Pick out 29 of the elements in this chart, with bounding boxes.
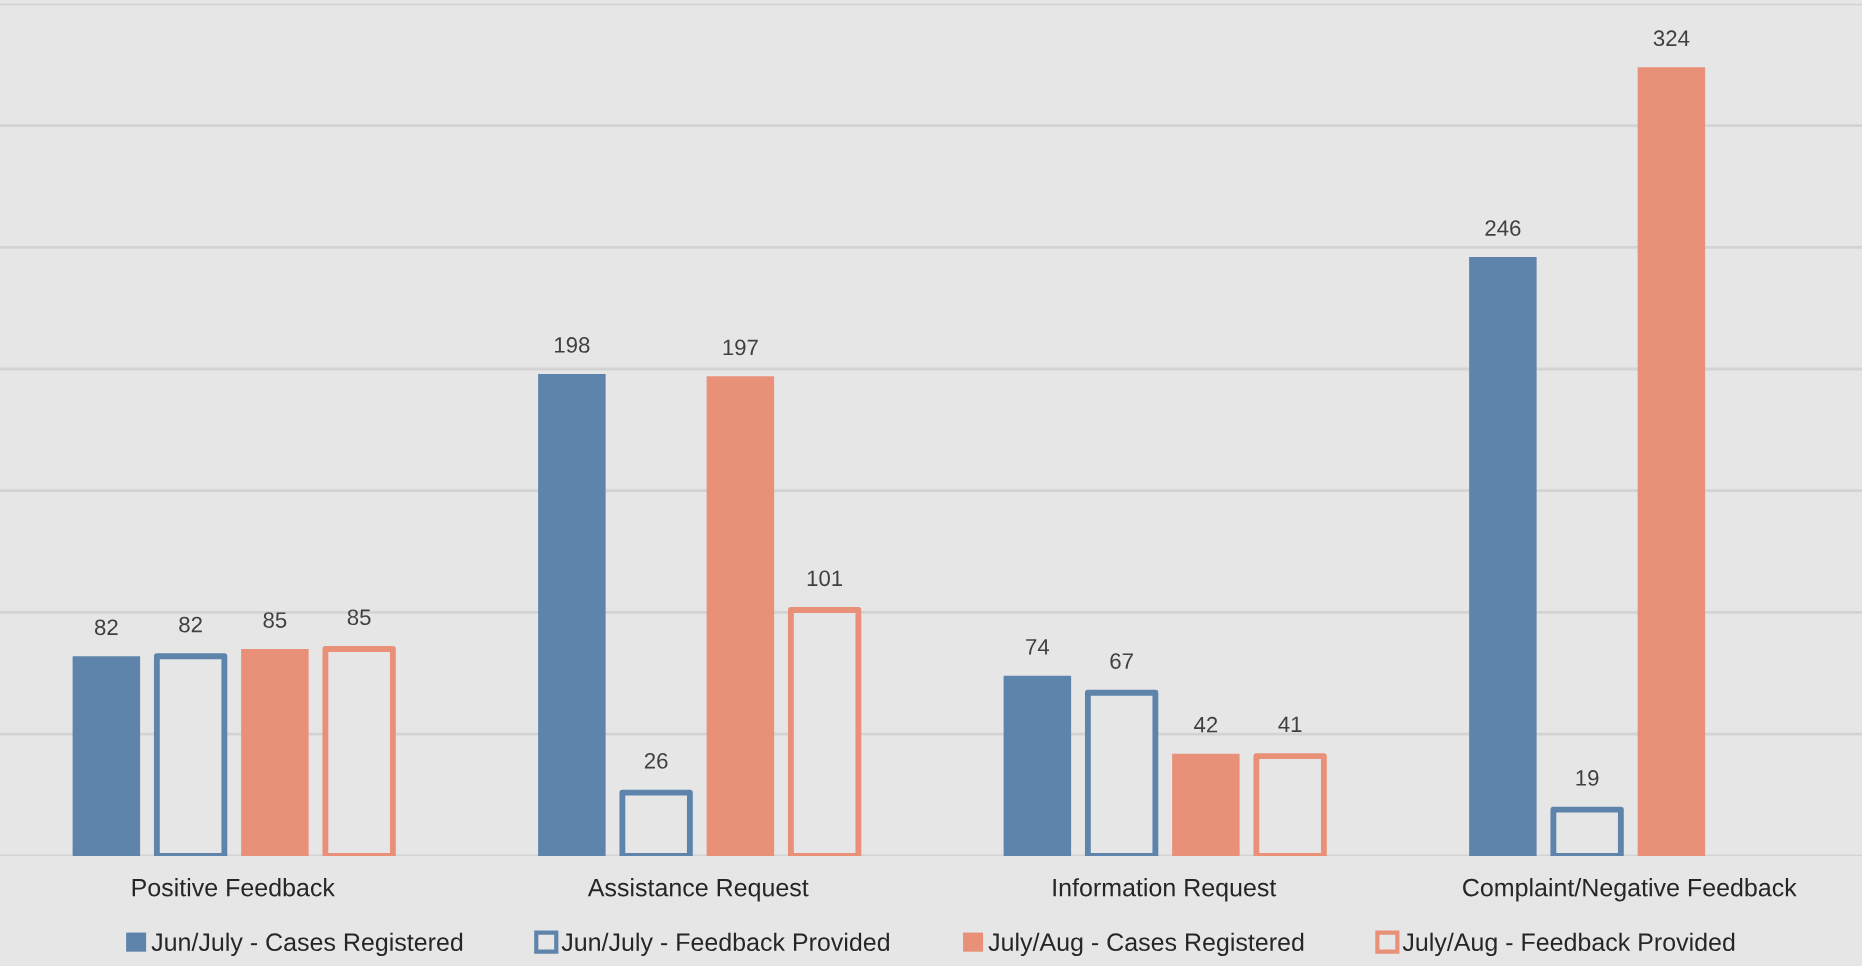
data-label: 197 — [723, 339, 758, 356]
bar — [1637, 67, 1706, 856]
data-label: 101 — [807, 570, 843, 587]
data-label: 246 — [1485, 220, 1521, 236]
data-label: 198 — [555, 337, 590, 353]
x-tick-label: Complaint/Negative Feedback — [1463, 878, 1797, 902]
x-tick-label: Information Request — [1053, 878, 1277, 902]
legend-label: Jun/July - Cases Registered — [151, 932, 463, 956]
legend-label: July/Aug - Cases Registered — [988, 932, 1304, 956]
bar — [241, 648, 309, 856]
data-label: 19 — [1576, 770, 1599, 786]
data-label: 85 — [263, 612, 287, 628]
legend-label: Jun/July - Feedback Provided — [561, 932, 889, 956]
data-label: 74 — [1026, 639, 1050, 655]
data-label: 82 — [94, 619, 118, 636]
data-label: 67 — [1110, 653, 1133, 669]
bar — [538, 373, 606, 856]
data-label: 82 — [179, 616, 202, 633]
x-tick-label: Assistance Request — [587, 878, 809, 902]
data-label: 324 — [1653, 30, 1690, 47]
legend-label: July/Aug - Feedback Provided — [1402, 932, 1735, 956]
data-label: 26 — [644, 753, 668, 769]
bar — [1003, 675, 1072, 856]
bar — [706, 376, 775, 856]
data-label: 85 — [347, 609, 371, 626]
bar — [1469, 257, 1537, 856]
x-tick-label: Positive Feedback — [132, 878, 335, 897]
data-label: 42 — [1194, 716, 1218, 733]
data-label: 41 — [1278, 716, 1302, 733]
